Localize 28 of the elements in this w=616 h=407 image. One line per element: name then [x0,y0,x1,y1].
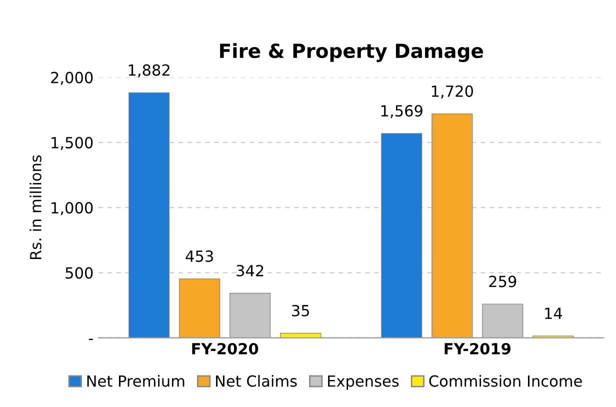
y-tick-label: 2,000 [51,72,93,85]
chart-title: Fire & Property Damage [220,43,483,62]
bar [280,332,322,338]
y-tick-label: - [88,338,93,340]
x-tick-label: FY-2020 [192,342,258,354]
y-tick-label: 500 [66,267,93,279]
y-tick-label: 1,000 [52,202,93,216]
y-axis-title: Rs. in millions [30,155,42,260]
data-label: 342 [236,264,264,276]
data-label: 1,569 [381,105,422,118]
data-label: 453 [186,250,213,262]
data-label: 35 [292,304,309,316]
bar [482,304,524,338]
data-label: 1,720 [432,85,473,99]
bar [381,133,422,338]
bar [432,113,473,338]
bar [230,292,271,338]
data-label: 1,882 [128,64,170,78]
y-tick-label: 1,500 [52,136,93,150]
bar [128,92,170,338]
x-tick-label: FY-2019 [444,342,510,354]
legend-label: Expenses [328,375,399,390]
data-label: 14 [545,308,562,319]
data-label: 259 [489,276,516,288]
legend-label: Net Premium [87,375,184,387]
legend-label: Net Claims [216,375,297,387]
legend-label: Commission Income [429,375,582,387]
bar [179,278,220,338]
